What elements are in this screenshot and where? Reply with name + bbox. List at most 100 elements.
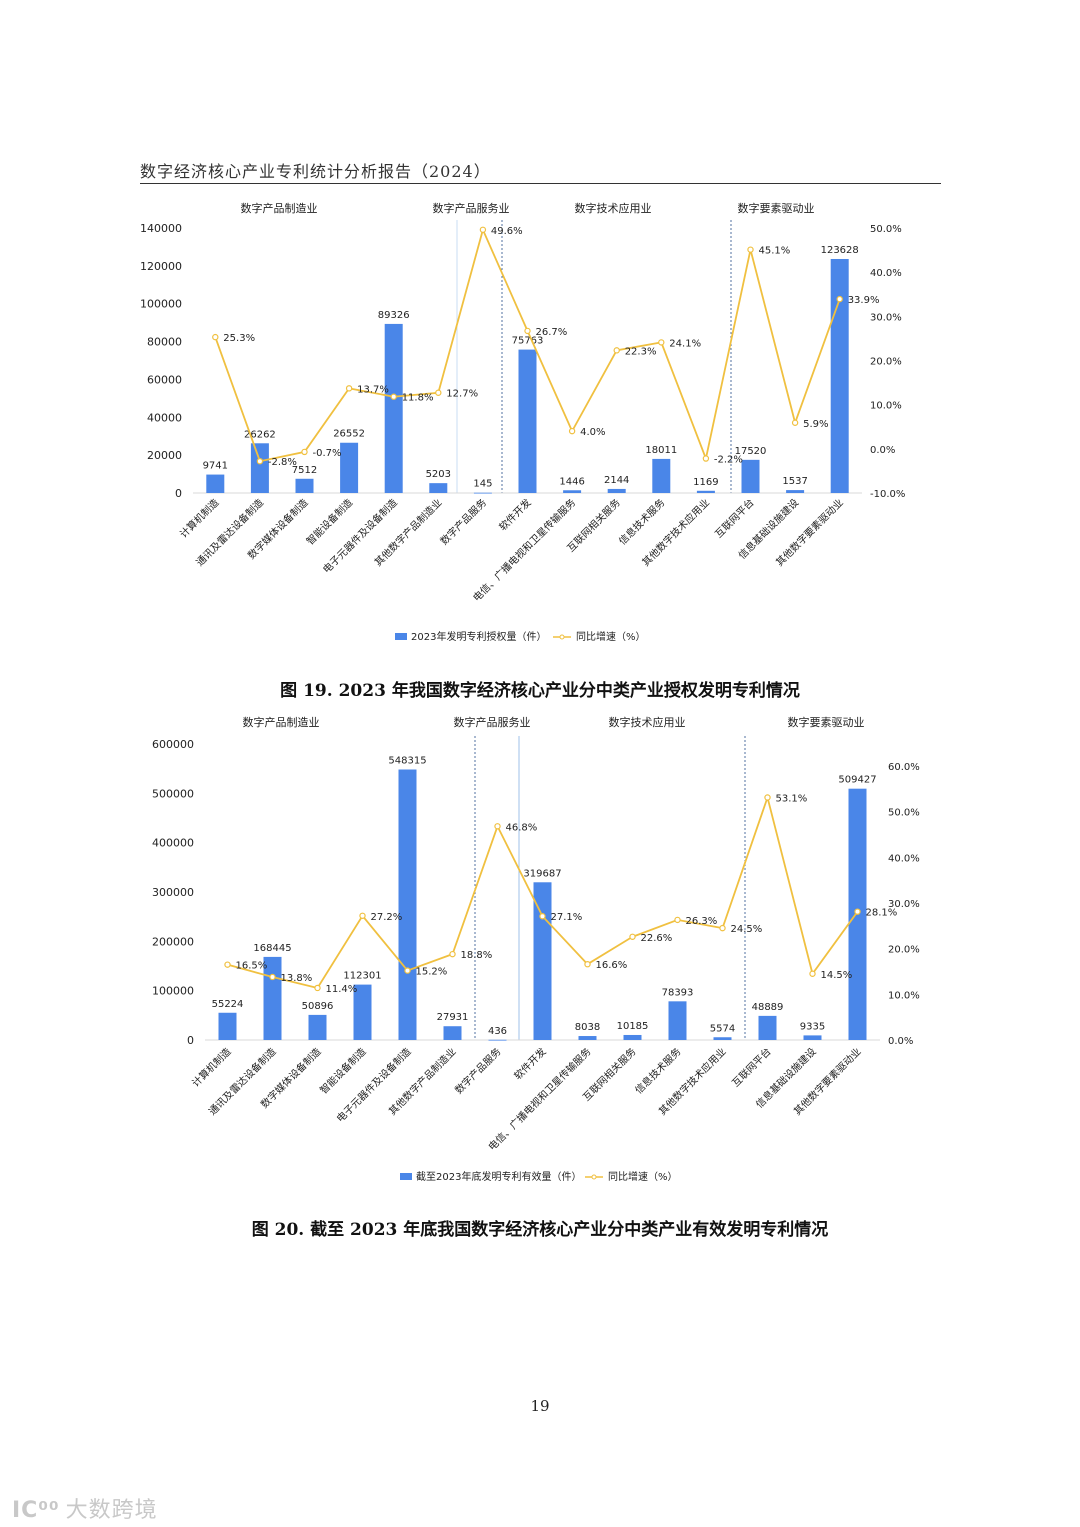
bar: [803, 1035, 822, 1040]
bar: [758, 1015, 777, 1040]
legend-line-label: 同比增速（%）: [576, 630, 646, 643]
bar-value-label: 18011: [645, 445, 677, 456]
growth-rate-label: 49.6%: [491, 226, 523, 237]
bar-value-label: 319687: [523, 868, 561, 879]
category-label: 软件开发: [496, 496, 533, 533]
growth-rate-point: [584, 960, 591, 968]
right-axis-tick-label: 0.0%: [888, 1036, 913, 1047]
right-axis-tick-label: 20.0%: [870, 357, 902, 368]
growth-rate-point: [791, 419, 799, 426]
bar: [786, 490, 805, 493]
category-label: 信息技术服务: [616, 496, 668, 548]
category-label: 互联网平台: [729, 1045, 774, 1090]
bar: [518, 349, 537, 493]
growth-rate-label: 27.1%: [551, 912, 583, 923]
bar-value-label: 145: [473, 479, 492, 490]
growth-rate-label: 22.6%: [641, 933, 673, 944]
group-heading: 数字技术应用业: [575, 201, 652, 215]
right-axis-tick-label: 50.0%: [870, 224, 902, 235]
bar: [668, 1001, 687, 1040]
left-axis-tick-label: 100000: [140, 298, 182, 311]
growth-rate-label: 18.8%: [461, 950, 493, 961]
bar-value-label: 50896: [302, 1001, 334, 1012]
category-label: 智能设备制造: [304, 496, 356, 548]
left-axis-tick-label: 600000: [152, 738, 194, 751]
bar: [741, 459, 760, 493]
growth-rate-point: [212, 333, 219, 341]
growth-rate-point: [449, 950, 456, 958]
bar: [652, 458, 671, 493]
right-axis-tick-label: 10.0%: [870, 401, 902, 412]
group-heading: 数字产品制造业: [241, 201, 318, 215]
category-label: 计算机制造: [189, 1045, 234, 1090]
left-axis-tick-label: 0: [187, 1034, 194, 1047]
bar-value-label: 75763: [512, 336, 544, 347]
growth-rate-point: [435, 389, 442, 396]
page-number: 19: [530, 1397, 550, 1415]
bar-value-label: 436: [488, 1026, 507, 1037]
growth-rate-point: [854, 908, 861, 915]
growth-rate-label: 16.5%: [236, 961, 268, 972]
growth-rate-label: 13.7%: [357, 384, 389, 395]
right-axis-tick-label: 30.0%: [870, 312, 902, 323]
category-label: 智能设备制造: [317, 1045, 369, 1097]
growth-rate-label: 24.5%: [731, 924, 763, 935]
growth-rate-point: [613, 347, 620, 354]
report-header-title: 数字经济核心产业专利统计分析报告（2024）: [140, 162, 491, 181]
growth-rate-point: [809, 970, 816, 977]
bar: [830, 258, 849, 493]
growth-rate-point: [314, 984, 321, 992]
watermark-text: 大数跨境: [65, 1498, 158, 1523]
bar-value-label: 112301: [343, 971, 381, 982]
right-axis-tick-label: -10.0%: [870, 489, 905, 500]
bar: [607, 488, 626, 493]
growth-rate-label: 28.1%: [866, 908, 898, 919]
growth-rate-label: 22.3%: [625, 346, 657, 357]
left-axis-tick-label: 200000: [152, 935, 194, 948]
group-heading: 数字产品服务业: [454, 715, 531, 729]
growth-rate-label: 12.7%: [446, 389, 478, 400]
bar-value-label: 55224: [212, 999, 244, 1010]
growth-rate-point: [479, 226, 487, 233]
category-label: 互联网平台: [712, 496, 757, 541]
bar-value-label: 168445: [253, 943, 291, 954]
bar: [533, 882, 552, 1040]
chart-valid-patents: 数字产品制造业 数字产品服务业 数字技术应用业 数字要素驱动业 0 100000 20000…: [152, 715, 920, 1183]
growth-rate-label: 11.4%: [326, 984, 358, 995]
bar: [295, 478, 314, 493]
growth-rate-label: 53.1%: [776, 794, 808, 805]
legend-line-label: 同比增速（%）: [608, 1170, 678, 1183]
growth-rate-label: -2.2%: [714, 455, 743, 466]
growth-rate-label: 16.6%: [596, 960, 628, 971]
category-label: 电子元器件及设备制造: [334, 1045, 414, 1125]
group-heading: 数字产品制造业: [243, 715, 320, 729]
chart-granted-patents: 数字产品制造业 数字产品服务业 数字技术应用业 数字要素驱动业 0 20000 40000 6…: [140, 201, 905, 643]
bar-value-label: 26552: [333, 429, 365, 440]
growth-rate-label: 25.3%: [223, 333, 255, 344]
growth-rate-label: 33.9%: [848, 295, 880, 306]
bar-value-label: 1169: [693, 477, 718, 488]
legend-bar-label: 截至2023年底发明专利有效量（件）: [416, 1170, 581, 1183]
category-label: 软件开发: [511, 1045, 548, 1082]
bar-value-label: 9335: [800, 1021, 825, 1032]
growth-rate-label: 45.1%: [759, 246, 791, 257]
left-axis-tick-label: 0: [175, 487, 182, 500]
category-label: 电子元器件及设备制造: [320, 496, 400, 576]
growth-rate-point: [494, 823, 501, 830]
bar: [206, 474, 225, 493]
bar: [488, 1039, 507, 1041]
left-axis-tick-label: 400000: [152, 837, 194, 850]
growth-rate-label: 24.1%: [669, 338, 701, 349]
legend-line-marker: [559, 634, 565, 640]
growth-rate-point: [359, 912, 366, 919]
right-axis-tick-label: 50.0%: [888, 808, 920, 819]
bar-value-label: 1446: [559, 476, 584, 487]
growth-rate-label: 13.8%: [281, 973, 313, 984]
right-axis-tick-label: 0.0%: [870, 445, 895, 456]
legend-bar-swatch: [395, 633, 407, 640]
growth-rate-label: 46.8%: [506, 822, 538, 833]
bar: [353, 984, 372, 1040]
category-label: 数字产品服务: [452, 1045, 504, 1097]
growth-rate-point: [674, 916, 681, 924]
left-axis-tick-label: 60000: [147, 373, 182, 386]
